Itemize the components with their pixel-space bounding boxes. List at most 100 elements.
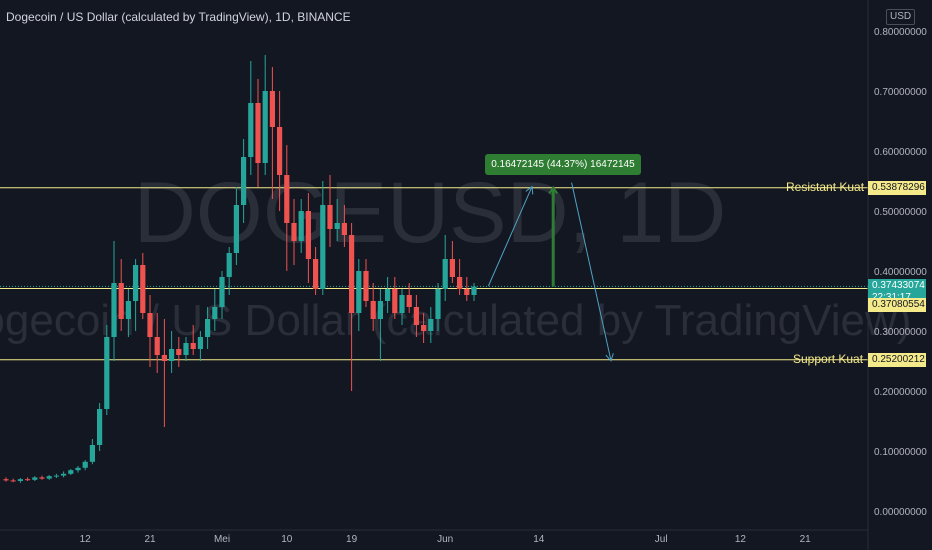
candle <box>298 199 304 253</box>
candle-body <box>219 277 225 307</box>
candle <box>226 247 232 295</box>
candle-body <box>356 271 362 313</box>
candle-body <box>25 479 31 481</box>
candle <box>53 473 59 478</box>
candle <box>471 283 477 301</box>
candle <box>421 313 427 343</box>
candle-body <box>111 283 117 337</box>
resistance-label: Resistant Kuat <box>786 179 865 194</box>
candle <box>464 277 470 301</box>
candle-body <box>82 461 88 468</box>
candle-body <box>370 301 376 319</box>
x-tick-label: 12 <box>735 534 747 545</box>
candle-body <box>471 286 477 295</box>
y-tick-label: 0.10000000 <box>874 447 927 458</box>
candle-body <box>248 103 254 157</box>
candle <box>140 253 146 319</box>
x-tick-label: Jun <box>437 534 453 545</box>
candle <box>262 55 268 175</box>
resistance-price-tag: 0.53878296 <box>868 180 926 195</box>
candle <box>233 187 239 265</box>
candle <box>82 460 88 471</box>
candle-body <box>449 259 455 277</box>
currency-selector[interactable]: USD <box>886 9 916 25</box>
candle-body <box>53 475 59 477</box>
candle-body <box>205 319 211 337</box>
candle <box>46 475 52 480</box>
candle-body <box>320 205 326 289</box>
candle-body <box>406 295 412 307</box>
candle-body <box>392 289 398 313</box>
candle-body <box>75 467 81 471</box>
candle <box>284 145 290 271</box>
candles[interactable] <box>3 55 477 483</box>
candle-body <box>464 289 470 295</box>
y-tick-label: 0.80000000 <box>874 27 927 38</box>
candle-body <box>154 337 160 355</box>
candle-body <box>97 409 103 445</box>
candle-body <box>349 235 355 313</box>
candle <box>428 307 434 343</box>
y-tick-label: 0.70000000 <box>874 87 927 98</box>
current-price-value: 0.37433074 <box>872 280 925 292</box>
candle <box>205 307 211 349</box>
y-tick-label: 0.30000000 <box>874 327 927 338</box>
y-tick-label: 0.50000000 <box>874 207 927 218</box>
x-tick-label: 12 <box>80 534 92 545</box>
candle-body <box>10 480 16 482</box>
candle-body <box>104 337 110 409</box>
candle <box>435 283 441 331</box>
candle <box>32 476 38 481</box>
candle <box>219 271 225 319</box>
candle-body <box>226 253 232 277</box>
candle-body <box>277 127 283 175</box>
x-tick-label: Jul <box>655 534 668 545</box>
candle-body <box>305 211 311 259</box>
candle <box>363 259 369 307</box>
candle <box>17 478 23 483</box>
candle <box>349 223 355 391</box>
candle <box>442 235 448 301</box>
y-tick-label: 0.20000000 <box>874 387 927 398</box>
support-label: Support Kuat <box>793 351 864 366</box>
x-tick-label: Mei <box>214 534 230 545</box>
candle-body <box>363 271 369 301</box>
candle <box>248 61 254 175</box>
candle-body <box>3 479 9 481</box>
projection-up-arrow <box>487 188 531 287</box>
candle <box>212 289 218 331</box>
candle-body <box>176 349 182 355</box>
candle <box>97 403 103 451</box>
candle <box>269 67 275 199</box>
candle <box>385 277 391 313</box>
candle <box>241 139 247 223</box>
candle <box>392 277 398 319</box>
watermark-symbol: DOGEUSD, 1D <box>134 165 727 261</box>
candle <box>89 439 95 465</box>
measure-arrowhead <box>548 185 559 195</box>
candle <box>356 259 362 331</box>
price-range-measure-label[interactable]: 0.16472145 (44.37%) 16472145 <box>485 153 641 175</box>
candle-body <box>327 205 333 229</box>
candle <box>377 289 383 361</box>
candle <box>334 199 340 241</box>
candle-body <box>313 259 319 289</box>
candle-body <box>140 265 146 313</box>
candle <box>406 283 412 313</box>
x-tick-label: 10 <box>281 534 293 545</box>
candle <box>133 259 139 331</box>
candle-body <box>421 325 427 331</box>
x-tick-label: 21 <box>800 534 812 545</box>
candle <box>183 337 189 361</box>
support-price-tag: 0.25200212 <box>868 352 926 367</box>
candle-body <box>442 259 448 289</box>
candle <box>39 475 45 480</box>
candle <box>305 193 311 283</box>
candle-body <box>284 175 290 223</box>
candle-body <box>399 295 405 313</box>
candle-body <box>377 301 383 319</box>
candle-body <box>118 283 124 319</box>
candle <box>161 319 167 427</box>
